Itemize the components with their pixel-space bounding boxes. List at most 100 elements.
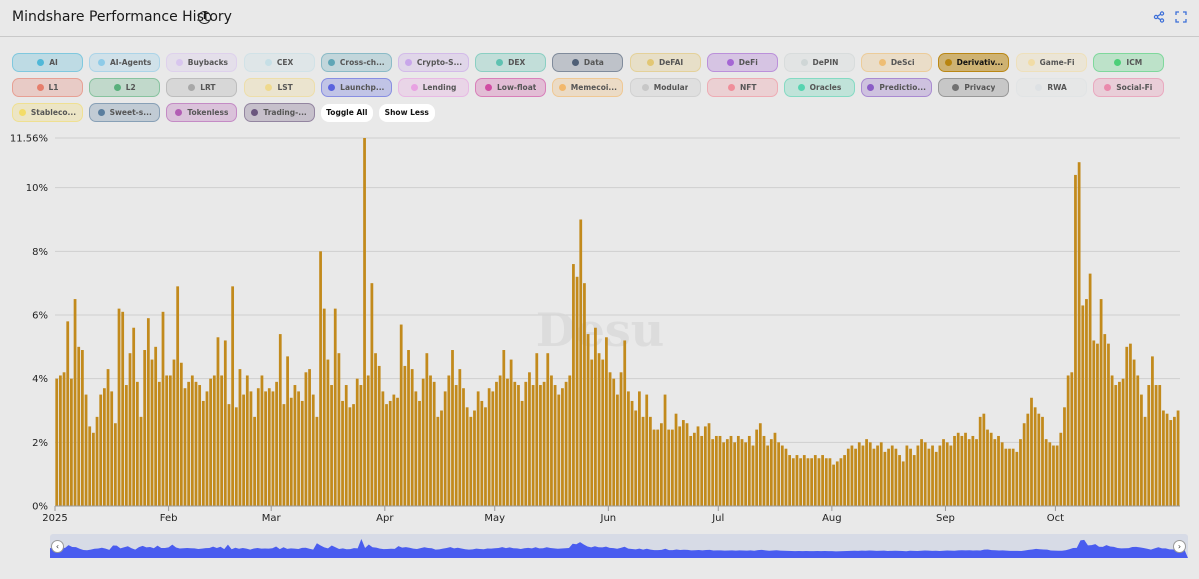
bar[interactable] bbox=[1026, 413, 1030, 506]
bar[interactable] bbox=[641, 416, 645, 506]
bar[interactable] bbox=[465, 407, 469, 506]
bar[interactable] bbox=[1107, 343, 1110, 506]
bar[interactable] bbox=[850, 445, 854, 506]
bar[interactable] bbox=[403, 365, 407, 506]
bar[interactable] bbox=[586, 334, 590, 506]
bar[interactable] bbox=[55, 378, 59, 506]
bar[interactable] bbox=[703, 426, 707, 506]
bar[interactable] bbox=[986, 429, 989, 506]
bar[interactable] bbox=[993, 439, 997, 506]
bar[interactable] bbox=[590, 359, 594, 506]
bar[interactable] bbox=[253, 416, 256, 506]
bar[interactable] bbox=[997, 435, 1000, 506]
bar[interactable] bbox=[172, 359, 176, 506]
bar[interactable] bbox=[1063, 407, 1066, 506]
filter-chip[interactable]: Memecoi... bbox=[552, 78, 624, 97]
filter-chip[interactable]: Predictio... bbox=[861, 78, 933, 97]
filter-chip[interactable]: Crypto-S... bbox=[398, 53, 469, 72]
bar[interactable] bbox=[916, 445, 920, 506]
filter-chip[interactable]: Launchp... bbox=[320, 78, 392, 97]
bar[interactable] bbox=[612, 378, 616, 506]
bar[interactable] bbox=[447, 375, 451, 506]
bar[interactable] bbox=[733, 442, 737, 506]
bar[interactable] bbox=[451, 350, 454, 506]
bar[interactable] bbox=[876, 445, 879, 506]
filter-chip[interactable]: L1 bbox=[12, 78, 83, 97]
filter-chip[interactable]: Buybacks bbox=[166, 53, 238, 72]
bar[interactable] bbox=[234, 407, 238, 506]
bar[interactable] bbox=[575, 276, 579, 506]
bar[interactable] bbox=[289, 397, 293, 506]
bar[interactable] bbox=[238, 369, 242, 506]
bar[interactable] bbox=[421, 378, 425, 506]
bar[interactable] bbox=[934, 451, 938, 506]
bar[interactable] bbox=[931, 445, 934, 506]
bar[interactable] bbox=[557, 394, 561, 506]
bar[interactable] bbox=[509, 359, 513, 506]
bar[interactable] bbox=[865, 439, 868, 506]
bar[interactable] bbox=[1070, 372, 1074, 506]
bar[interactable] bbox=[388, 400, 392, 506]
bar[interactable] bbox=[513, 381, 517, 506]
bar[interactable] bbox=[597, 353, 601, 506]
bar[interactable] bbox=[1114, 385, 1118, 506]
bar[interactable] bbox=[854, 448, 857, 506]
bar[interactable] bbox=[491, 391, 495, 506]
bar[interactable] bbox=[209, 378, 213, 506]
bar[interactable] bbox=[689, 435, 693, 506]
bar[interactable] bbox=[458, 369, 462, 506]
bar[interactable] bbox=[806, 458, 810, 506]
filter-chip[interactable]: Privacy bbox=[938, 78, 1010, 97]
bar[interactable] bbox=[912, 455, 916, 506]
bar[interactable] bbox=[583, 283, 586, 506]
bar[interactable] bbox=[487, 388, 491, 506]
bar[interactable] bbox=[645, 394, 649, 506]
bar[interactable] bbox=[810, 458, 814, 506]
bar[interactable] bbox=[1000, 442, 1004, 506]
bar[interactable] bbox=[1081, 305, 1085, 506]
bar[interactable] bbox=[1011, 448, 1015, 506]
filter-chip[interactable]: DeFi bbox=[706, 53, 778, 72]
bar[interactable] bbox=[747, 435, 751, 506]
bar[interactable] bbox=[601, 359, 605, 506]
bar[interactable] bbox=[887, 448, 890, 506]
filter-chip[interactable]: Derivativ... bbox=[938, 53, 1010, 72]
bar[interactable] bbox=[260, 375, 264, 506]
bar[interactable] bbox=[176, 286, 180, 506]
bar[interactable] bbox=[964, 432, 967, 506]
bar[interactable] bbox=[1154, 385, 1158, 506]
bar[interactable] bbox=[143, 350, 147, 506]
bar[interactable] bbox=[245, 375, 249, 506]
bar[interactable] bbox=[945, 442, 949, 506]
bar[interactable] bbox=[909, 448, 912, 506]
bar[interactable] bbox=[407, 350, 410, 506]
bar[interactable] bbox=[652, 429, 656, 506]
bar[interactable] bbox=[117, 308, 121, 506]
bar[interactable] bbox=[165, 375, 169, 506]
bar[interactable] bbox=[198, 385, 202, 506]
bar[interactable] bbox=[300, 400, 304, 506]
bar[interactable] bbox=[326, 359, 330, 506]
bar[interactable] bbox=[1173, 416, 1176, 506]
filter-chip[interactable]: Sweet-s... bbox=[89, 103, 161, 122]
bar[interactable] bbox=[1015, 451, 1019, 506]
bar[interactable] bbox=[857, 442, 861, 506]
filter-chip[interactable]: DEX bbox=[475, 53, 547, 72]
bar[interactable] bbox=[828, 458, 832, 506]
bar[interactable] bbox=[956, 432, 960, 506]
filter-chip[interactable]: RWA bbox=[1015, 78, 1087, 97]
bar[interactable] bbox=[638, 391, 641, 506]
bar[interactable] bbox=[953, 435, 956, 506]
bar[interactable] bbox=[762, 435, 766, 506]
bar[interactable] bbox=[95, 416, 99, 506]
bar[interactable] bbox=[696, 426, 700, 506]
bar[interactable] bbox=[788, 455, 792, 506]
filter-chip[interactable]: Lending bbox=[398, 78, 469, 97]
bar[interactable] bbox=[168, 375, 172, 506]
bar[interactable] bbox=[1059, 432, 1063, 506]
bar[interactable] bbox=[425, 353, 429, 506]
bar[interactable] bbox=[872, 448, 876, 506]
bar[interactable] bbox=[670, 429, 674, 506]
bar[interactable] bbox=[381, 391, 385, 506]
bar[interactable] bbox=[528, 372, 531, 506]
